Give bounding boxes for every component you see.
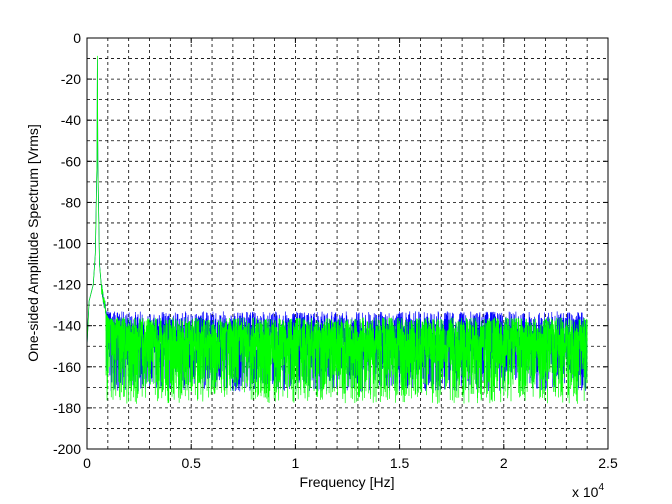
x-tick-label: 0 xyxy=(83,455,91,471)
y-tick-label: -80 xyxy=(61,194,81,210)
x-tick-label: 2.5 xyxy=(598,455,618,471)
y-tick-label: -120 xyxy=(53,277,81,293)
y-tick-label: -140 xyxy=(53,318,81,334)
y-tick-label: -40 xyxy=(61,112,81,128)
tick-marks xyxy=(86,37,609,450)
x-tick-label: 0.5 xyxy=(181,455,201,471)
y-tick-labels: 0 -20 -40 -60 -80 -100 -120 -140 -160 -180 -200 xyxy=(53,30,81,457)
x-tick-labels: 0 0.5 1 1.5 2 2.5 xyxy=(83,455,618,471)
x-tick-label: 1 xyxy=(292,455,300,471)
series-line-2 xyxy=(86,55,588,404)
y-axis-label: One-sided Amplitude Spectrum [Vrms] xyxy=(25,124,41,362)
y-tick-label: -160 xyxy=(53,359,81,375)
y-tick-label: -60 xyxy=(61,153,81,169)
x-multiplier-exponent: 4 xyxy=(598,482,604,493)
series-layer xyxy=(86,55,588,404)
y-tick-label: -100 xyxy=(53,236,81,252)
x-tick-label: 1.5 xyxy=(390,455,410,471)
x-axis-label: Frequency [Hz] xyxy=(300,474,395,490)
y-tick-label: -20 xyxy=(61,71,81,87)
y-tick-label: -180 xyxy=(53,400,81,416)
x-multiplier-label: x 104 xyxy=(572,482,604,500)
x-tick-label: 2 xyxy=(500,455,508,471)
y-tick-label: -200 xyxy=(53,441,81,457)
y-tick-label: 0 xyxy=(73,30,81,46)
